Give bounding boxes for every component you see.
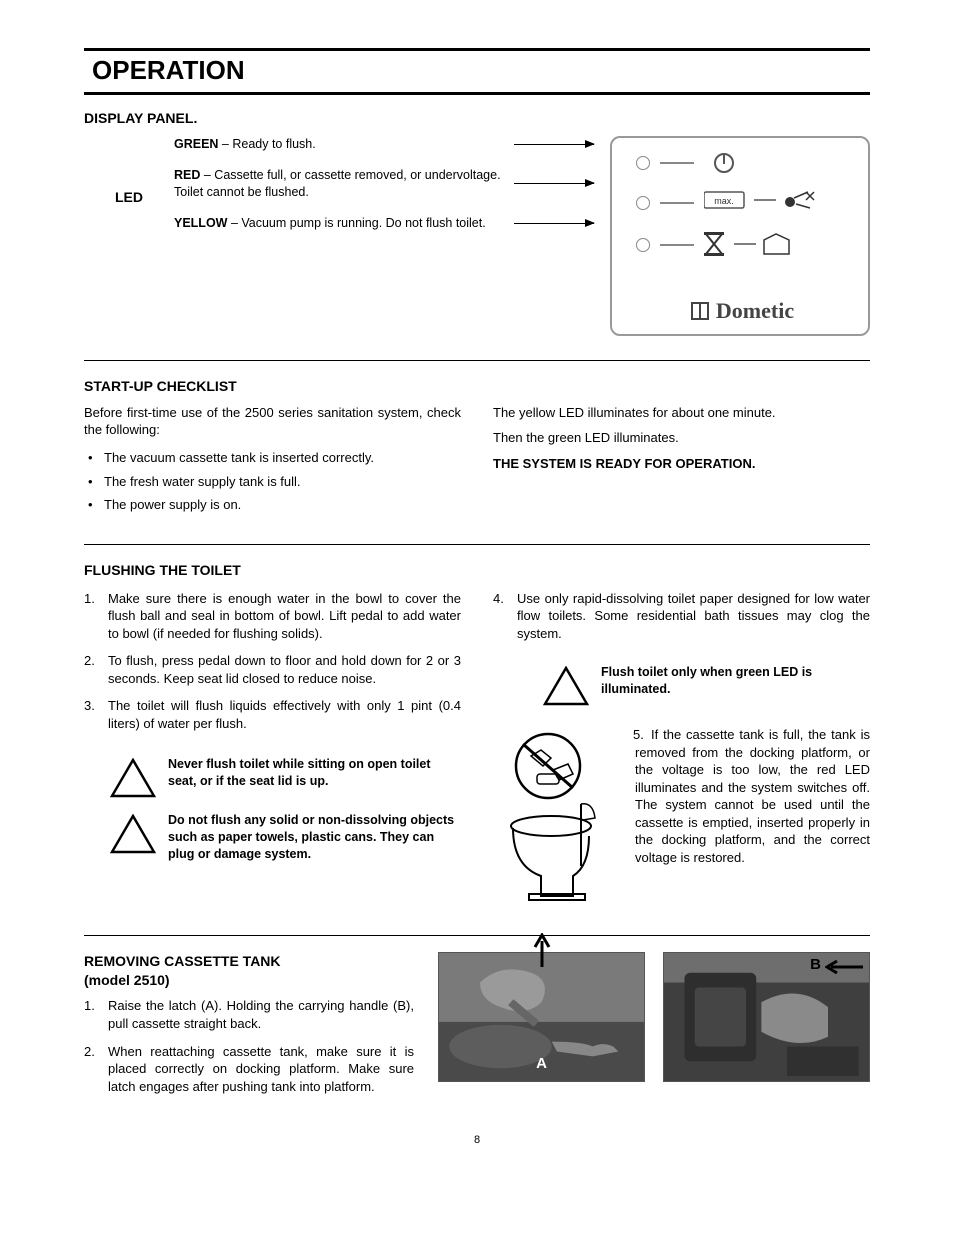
startup-section: START-UP CHECKLIST Before first-time use… [84,377,870,520]
led-color-red: RED [174,168,200,182]
power-icon [704,152,744,174]
arrow-icon [514,183,594,184]
heading-suffix: . [193,110,197,126]
divider [84,935,870,936]
tank-full-icon: max. [704,190,824,216]
led-row-red: RED – Cassette full, or cassette removed… [174,167,594,201]
removing-heading-l2: (model 2510) [84,971,414,990]
warning-block: Flush toilet only when green LED is illu… [543,664,870,706]
led-row-yellow: YELLOW – Vacuum pump is running. Do not … [174,215,594,232]
led-circle-icon [636,156,650,170]
removing-figures: A B [438,952,870,1082]
display-panel-heading: DISPLAY PANEL. [84,109,870,128]
startup-left-col: Before first-time use of the 2500 series… [84,404,461,520]
warning-triangle-icon [543,666,589,706]
flushing-right-list: Use only rapid-dissolving toilet paper d… [493,590,870,653]
list-item: The fresh water supply tank is full. [104,473,461,491]
heading-text: DISPLAY PANEL [84,110,193,126]
led-desc-red: – Cassette full, or cassette removed, or… [174,168,501,199]
removing-section: REMOVING CASSETTE TANK (model 2510) Rais… [84,952,870,1106]
item5-num: 5. [633,726,651,744]
led-desc-green: – Ready to flush. [218,137,315,151]
removing-heading-l1: REMOVING CASSETTE TANK [84,952,414,971]
arrow-up-icon [533,933,551,972]
dash-icon [660,202,694,204]
startup-line: Then the green LED illuminates. [493,429,870,447]
warning-triangle-icon [110,814,156,854]
dash-icon [660,162,694,164]
item5-wrap: 5.If the cassette tank is full, the tank… [493,726,870,911]
removing-list: Raise the latch (A). Holding the carryin… [84,997,414,1095]
startup-bullets: The vacuum cassette tank is inserted cor… [84,449,461,514]
list-item: The power supply is on. [104,496,461,514]
divider [84,544,870,545]
led-rows: GREEN – Ready to flush. RED – Cassette f… [174,136,594,246]
arrow-icon [514,223,594,224]
led-color-green: GREEN [174,137,218,151]
warning-triangle-icon [110,758,156,798]
list-item: To flush, press pedal down to floor and … [108,652,461,687]
led-circle-icon [636,238,650,252]
startup-heading: START-UP CHECKLIST [84,377,870,396]
panel-row-full: max. [636,190,848,216]
item5-body: If the cassette tank is full, the tank i… [635,727,870,865]
arrow-icon [514,144,594,145]
divider [84,360,870,361]
figure-a: A [438,952,645,1082]
flushing-right-col: Use only rapid-dissolving toilet paper d… [493,590,870,911]
panel-diagram: max. [610,136,870,336]
svg-text:max.: max. [714,196,734,206]
brand-text: Dometic [716,296,794,326]
flushing-left-col: Make sure there is enough water in the b… [84,590,461,911]
startup-right-col: The yellow LED illuminates for about one… [493,404,870,520]
warning-text: Flush toilet only when green LED is illu… [601,664,870,698]
display-panel-section: DISPLAY PANEL. LED GREEN – Ready to flus… [84,109,870,336]
arrow-left-icon [825,959,863,980]
led-label: LED [84,136,174,246]
warning-block: Do not flush any solid or non-dissolving… [110,812,461,863]
list-item: Raise the latch (A). Holding the carryin… [108,997,414,1032]
led-circle-icon [636,196,650,210]
brand-label: Dometic [636,296,848,326]
flushing-section: FLUSHING THE TOILET Make sure there is e… [84,561,870,911]
list-item: The toilet will flush liquids effectivel… [108,697,461,732]
toilet-diagram [493,726,623,911]
removing-left-col: REMOVING CASSETTE TANK (model 2510) Rais… [84,952,414,1106]
list-item: When reattaching cassette tank, make sur… [108,1043,414,1096]
list-item: Use only rapid-dissolving toilet paper d… [517,590,870,643]
hourglass-icon [704,232,794,258]
flushing-heading: FLUSHING THE TOILET [84,561,870,580]
ready-line: THE SYSTEM IS READY FOR OPERATION. [493,455,870,473]
brand-icon [690,301,710,321]
led-row-green: GREEN – Ready to flush. [174,136,594,153]
dash-icon [660,244,694,246]
list-item: Make sure there is enough water in the b… [108,590,461,643]
warning-text: Do not flush any solid or non-dissolving… [168,812,461,863]
startup-line: The yellow LED illuminates for about one… [493,404,870,422]
page-number: 8 [84,1133,870,1148]
startup-intro: Before first-time use of the 2500 series… [84,404,461,439]
figure-label-a: A [536,1054,547,1074]
warning-block: Never flush toilet while sitting on open… [110,756,461,798]
led-color-yellow: YELLOW [174,216,227,230]
figure-b: B [663,952,870,1082]
panel-row-wait [636,232,848,258]
panel-row-power [636,152,848,174]
flushing-left-list: Make sure there is enough water in the b… [84,590,461,733]
page-title: OPERATION [84,48,870,95]
figure-label-b: B [810,955,821,975]
warning-text: Never flush toilet while sitting on open… [168,756,461,790]
led-desc-yellow: – Vacuum pump is running. Do not flush t… [227,216,485,230]
list-item: The vacuum cassette tank is inserted cor… [104,449,461,467]
item5-text: 5.If the cassette tank is full, the tank… [635,726,870,866]
